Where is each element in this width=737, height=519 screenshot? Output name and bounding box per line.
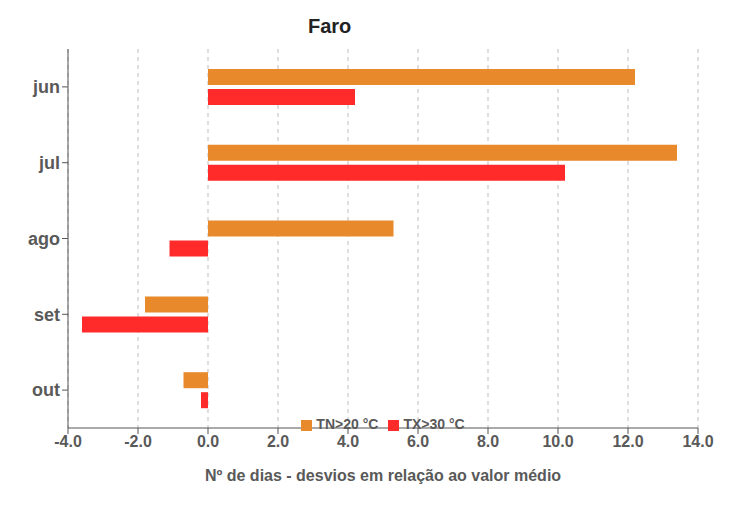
svg-text:14.0: 14.0 xyxy=(682,433,713,450)
svg-text:-2.0: -2.0 xyxy=(124,433,152,450)
svg-text:jun: jun xyxy=(32,77,60,97)
svg-text:2.0: 2.0 xyxy=(267,433,289,450)
svg-text:12.0: 12.0 xyxy=(612,433,643,450)
svg-text:8.0: 8.0 xyxy=(477,433,499,450)
svg-text:ago: ago xyxy=(28,229,60,249)
svg-text:set: set xyxy=(34,305,60,325)
html-text:TX>30 °C: TX>30 °C xyxy=(403,416,465,432)
svg-text:0.0: 0.0 xyxy=(197,433,219,450)
svg-text:jul: jul xyxy=(38,153,60,173)
svg-text:Nº de dias - desvios em relaçã: Nº de dias - desvios em relação ao valor… xyxy=(205,467,561,484)
svg-text:10.0: 10.0 xyxy=(542,433,573,450)
svg-text:4.0: 4.0 xyxy=(337,433,359,450)
svg-text:6.0: 6.0 xyxy=(407,433,429,450)
html-text:TN>20 °C: TN>20 °C xyxy=(316,416,379,432)
html-text:Faro: Faro xyxy=(308,15,352,37)
svg-text:out: out xyxy=(32,380,60,400)
svg-text:-4.0: -4.0 xyxy=(54,433,82,450)
